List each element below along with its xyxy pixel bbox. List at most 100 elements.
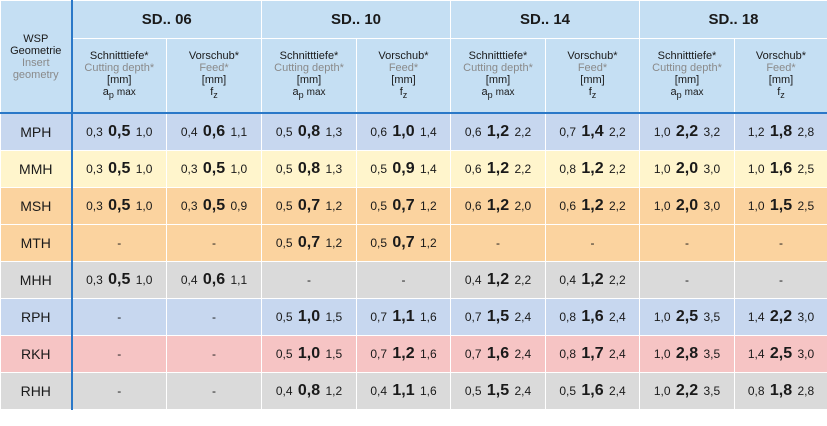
cell-min: 0,4	[275, 384, 293, 398]
table-cell: -	[166, 298, 262, 336]
cutting-depth-de: Schnitttiefe*	[279, 49, 339, 62]
cell-min: 0,4	[370, 384, 388, 398]
cell-min: 0,5	[275, 236, 293, 250]
cell-empty-dash: -	[117, 347, 122, 361]
cell-max: 0,9	[230, 199, 248, 213]
table-cell: 1,4 2,5 3,0	[734, 335, 827, 373]
cell-min: 0,4	[464, 273, 482, 287]
cell-max: 1,2	[419, 199, 437, 213]
cell-min: 0,5	[275, 310, 293, 324]
cutting-depth-symbol: ap max	[292, 85, 326, 101]
cell-max: 3,5	[703, 347, 721, 361]
cell-max: 2,5	[797, 162, 815, 176]
table-cell: -	[166, 335, 262, 373]
table-row: MSH 0,3 0,5 1,0 0,3 0,5 0,9 0,5 0,7 1,2 0,5 …	[0, 187, 827, 225]
cell-value: 2,2	[769, 308, 793, 325]
cell-value: 2,0	[675, 197, 699, 214]
cell-value: 2,2	[675, 382, 699, 399]
cell-min: 0,3	[86, 125, 103, 139]
cell-max: 3,5	[703, 384, 721, 398]
table-body: MPH 0,3 0,5 1,0 0,4 0,6 1,1 0,5 0,8 1,3 0,6 …	[0, 112, 827, 410]
cell-value: 1,2	[581, 271, 604, 288]
cell-min: 1,0	[653, 162, 671, 176]
cell-min: 0,5	[275, 199, 293, 213]
table-cell: -	[71, 372, 167, 410]
feed-unit: [mm]	[391, 73, 416, 86]
cell-value: 1,0	[297, 308, 321, 325]
cell-min: 0,6	[559, 199, 577, 213]
cell-max: 1,5	[325, 347, 343, 361]
cell-max: 1,4	[419, 162, 437, 176]
cell-max: 2,2	[514, 273, 532, 287]
table-cell: 0,6 1,2 2,2	[450, 112, 546, 151]
cell-value: 0,5	[108, 123, 131, 140]
row-label: RKH	[0, 335, 73, 373]
table-cell: 1,0 2,0 3,0	[639, 187, 735, 225]
table-cell: 1,0 1,5 2,5	[734, 187, 827, 225]
cell-value: 2,0	[675, 160, 699, 177]
table-row: MTH - -0,5 0,7 1,2 0,5 0,7 1,2- - - -	[0, 224, 827, 262]
cell-value: 0,6	[202, 271, 226, 288]
table-cell: 0,5 0,9 1,4	[356, 150, 451, 188]
cutting-depth-en: Cutting depth*	[274, 61, 344, 74]
cell-min: 0,7	[464, 310, 482, 324]
cell-min: 0,3	[86, 199, 103, 213]
cutting-data-table: WSP Geometrie Insert geometry SD.. 06 SD…	[0, 0, 827, 410]
table-cell: -	[356, 261, 451, 299]
table-row: RPH - -0,5 1,0 1,5 0,7 1,1 1,6 0,7 1,5 2,4 0,…	[0, 298, 827, 336]
cell-max: 2,5	[797, 199, 815, 213]
cell-value: 1,5	[486, 308, 510, 325]
table-cell: 1,2 1,8 2,8	[734, 112, 827, 151]
cell-min: 0,6	[370, 125, 388, 139]
feed-symbol: fz	[588, 85, 597, 101]
cell-empty-dash: -	[401, 273, 406, 287]
table-cell: -	[166, 372, 262, 410]
cell-max: 1,2	[419, 236, 437, 250]
group-header-sd18: SD.. 18	[639, 0, 827, 39]
cell-max: 1,2	[325, 236, 343, 250]
cell-min: 0,5	[559, 384, 577, 398]
cell-value: 1,1	[392, 308, 415, 325]
table-cell: 0,7 1,4 2,2	[545, 112, 640, 151]
feed-header: Vorschub* Feed* [mm] fz	[545, 38, 640, 114]
table-cell: 0,3 0,5 1,0	[71, 150, 167, 188]
cell-max: 2,0	[514, 199, 532, 213]
cell-max: 1,0	[230, 162, 248, 176]
cell-max: 2,2	[608, 199, 626, 213]
table-cell: -	[261, 261, 357, 299]
cell-value: 0,7	[392, 197, 415, 214]
cell-value: 1,2	[486, 123, 510, 140]
cell-max: 1,1	[230, 273, 248, 287]
cell-max: 1,2	[325, 199, 343, 213]
table-cell: -	[450, 224, 546, 262]
cell-min: 0,8	[559, 347, 577, 361]
cell-value: 0,5	[202, 160, 226, 177]
table-cell: 0,7 1,6 2,4	[450, 335, 546, 373]
feed-symbol: fz	[399, 85, 408, 101]
cell-value: 1,8	[769, 382, 793, 399]
cutting-depth-header: Schnitttiefe* Cutting depth* [mm] ap max	[261, 38, 357, 114]
feed-header: Vorschub* Feed* [mm] fz	[356, 38, 451, 114]
cell-min: 0,3	[180, 199, 198, 213]
cell-min: 0,5	[464, 384, 482, 398]
cell-max: 2,8	[797, 384, 815, 398]
row-label: RHH	[0, 372, 73, 410]
cell-min: 0,5	[275, 125, 293, 139]
table-cell: -	[166, 224, 262, 262]
cell-value: 1,6	[486, 345, 510, 362]
cell-min: 1,2	[747, 125, 765, 139]
cell-min: 0,5	[275, 162, 293, 176]
cell-min: 1,0	[653, 347, 671, 361]
table-cell: 0,7 1,2 1,6	[356, 335, 451, 373]
table-cell: 1,4 2,2 3,0	[734, 298, 827, 336]
insert-geometry-de-2: Geometrie	[10, 44, 62, 57]
insert-geometry-en: Insert	[21, 56, 50, 69]
table-cell: 0,3 0,5 1,0	[71, 112, 167, 151]
group-header-sd10: SD.. 10	[261, 0, 451, 39]
cell-max: 1,5	[325, 310, 343, 324]
cell-min: 0,6	[464, 162, 482, 176]
table-cell: 1,0 2,0 3,0	[639, 150, 735, 188]
feed-de: Vorschub*	[188, 49, 240, 62]
cell-max: 3,0	[703, 199, 721, 213]
cell-empty-dash: -	[117, 384, 122, 398]
